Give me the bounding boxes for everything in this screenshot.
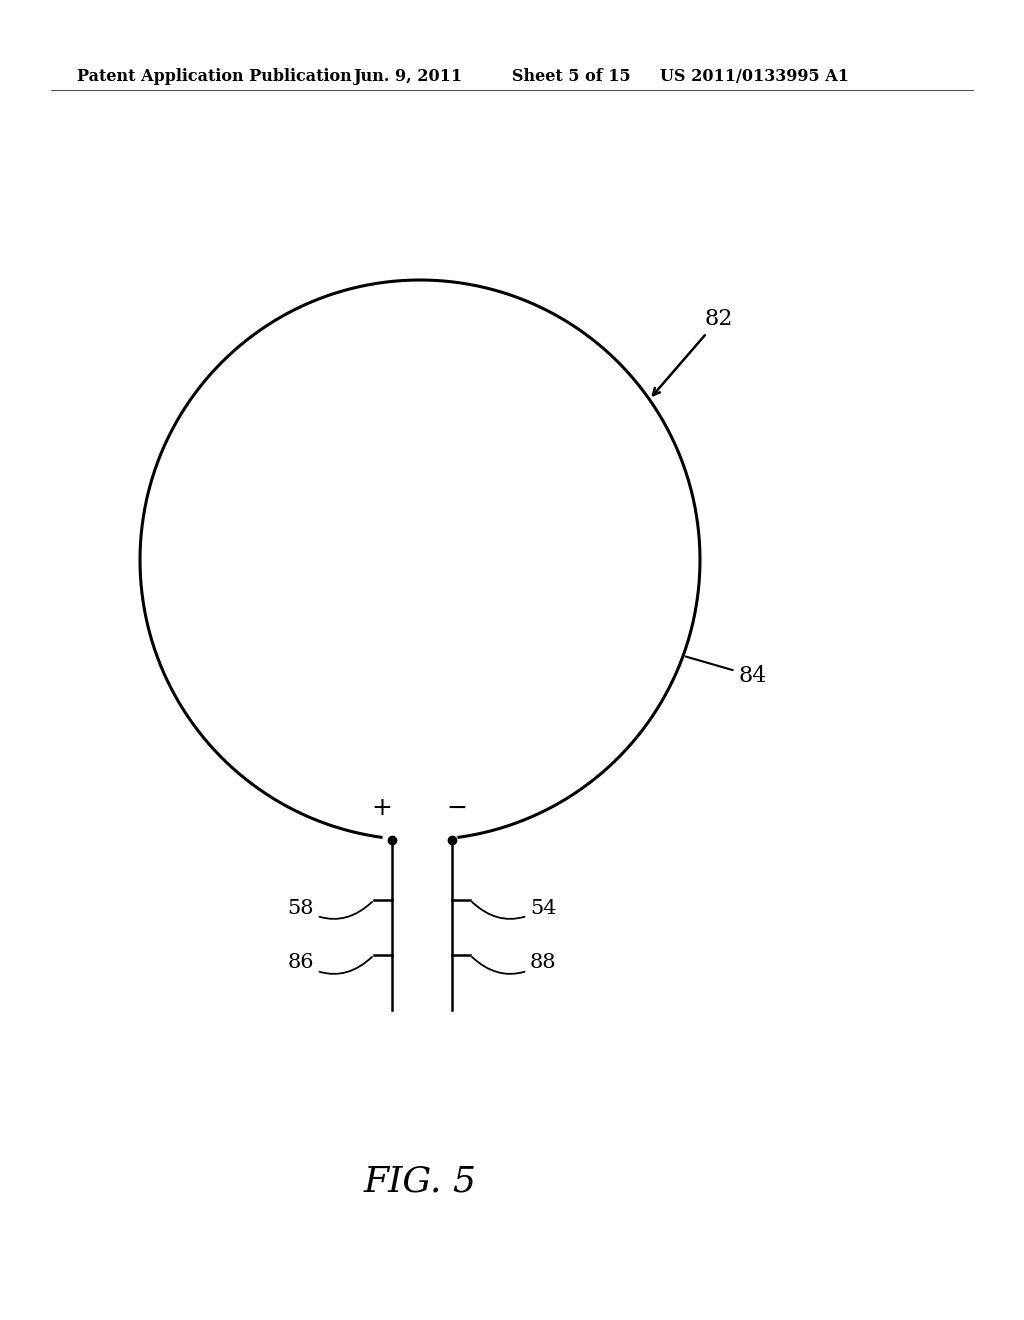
Text: Sheet 5 of 15: Sheet 5 of 15 (512, 69, 631, 84)
Text: US 2011/0133995 A1: US 2011/0133995 A1 (660, 69, 850, 84)
Text: −: − (446, 796, 468, 820)
Text: 86: 86 (288, 953, 372, 974)
Text: 58: 58 (288, 899, 372, 919)
Text: 82: 82 (653, 309, 733, 395)
Text: FIG. 5: FIG. 5 (364, 1164, 476, 1199)
Text: +: + (372, 796, 392, 820)
Text: Patent Application Publication: Patent Application Publication (77, 69, 351, 84)
Text: 88: 88 (472, 953, 556, 974)
Text: 54: 54 (472, 899, 556, 919)
Text: Jun. 9, 2011: Jun. 9, 2011 (353, 69, 463, 84)
Text: 84: 84 (686, 656, 767, 686)
